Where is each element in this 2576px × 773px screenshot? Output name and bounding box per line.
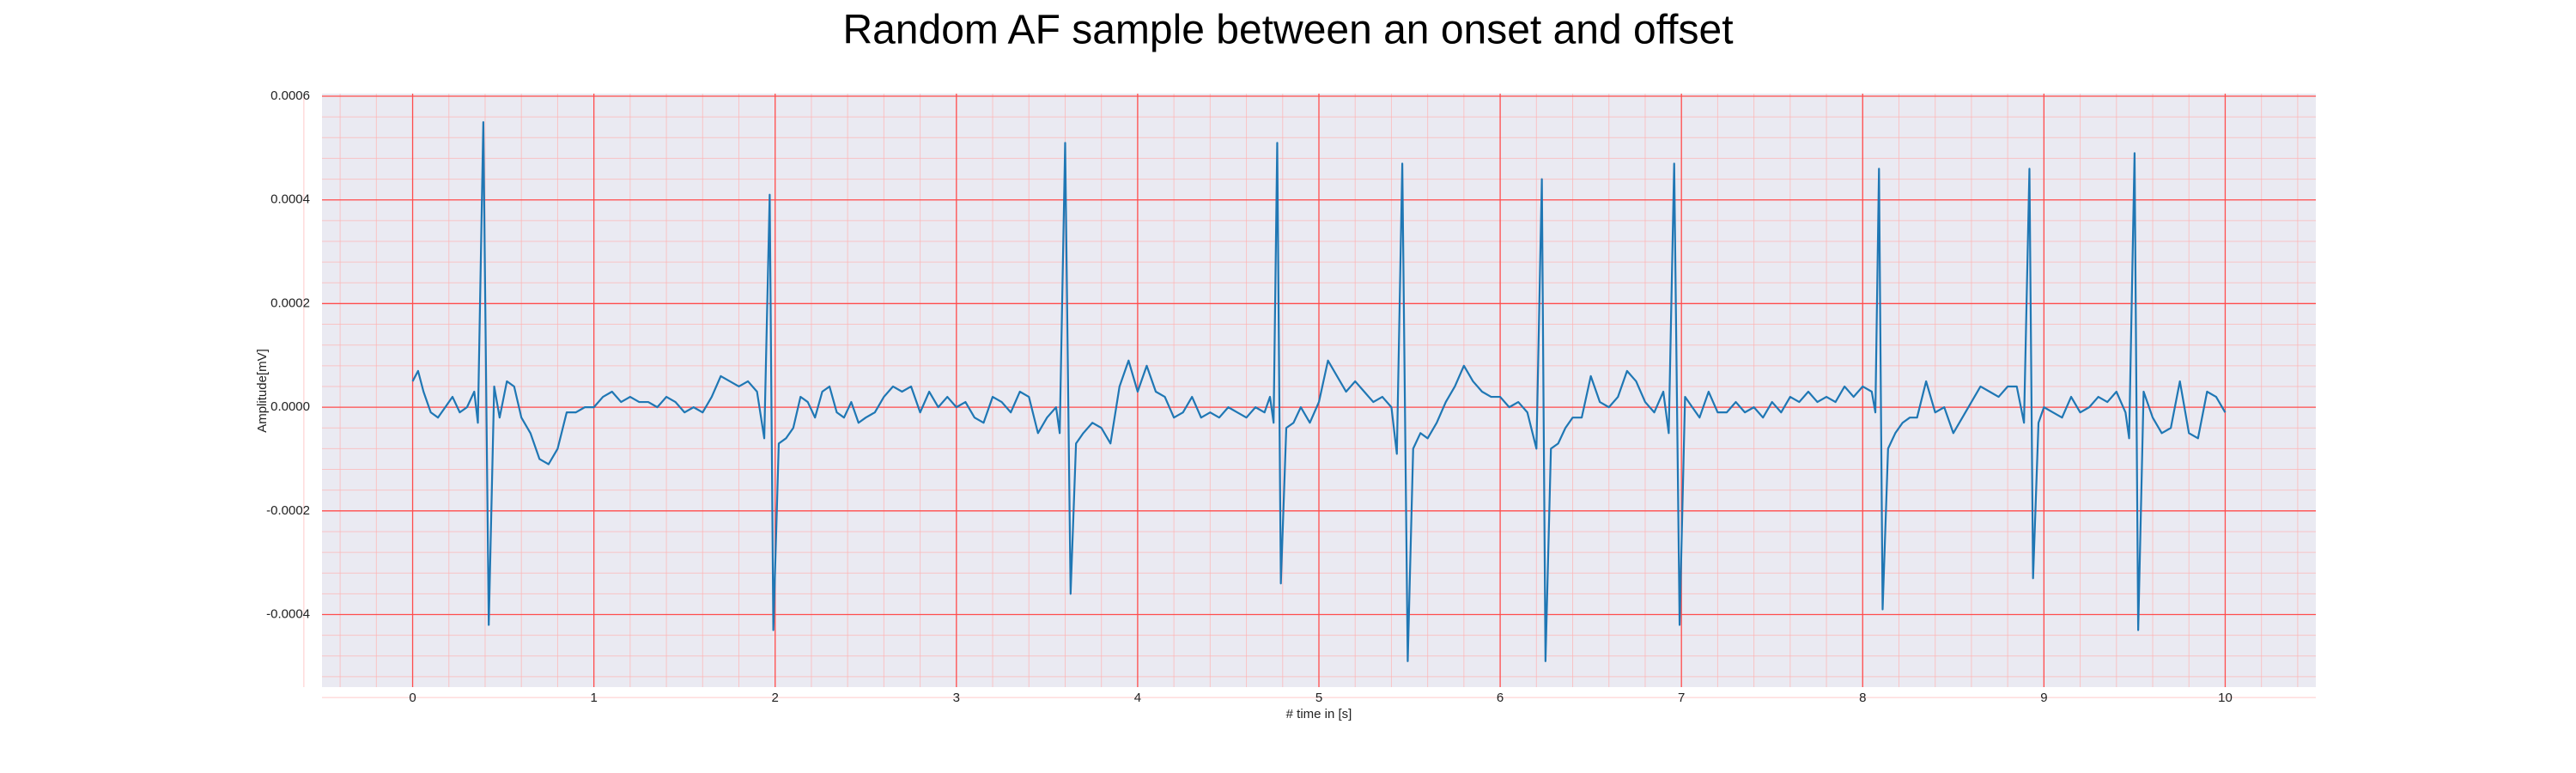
y-tick-label: 0.0004 <box>270 192 310 207</box>
x-tick-label: 9 <box>2040 691 2047 705</box>
x-tick-label: 6 <box>1497 691 1504 705</box>
data-line <box>411 121 2227 662</box>
x-tick-label: 3 <box>953 691 960 705</box>
x-tick-label: 4 <box>1134 691 1141 705</box>
y-axis-label: Amplitude[mV] <box>255 349 270 433</box>
y-tick-label: 0.0002 <box>270 295 310 310</box>
y-tick-label: 0.0000 <box>270 399 310 414</box>
x-tick-label: 5 <box>1315 691 1322 705</box>
y-tick-label: -0.0004 <box>266 606 310 621</box>
x-tick-label: 7 <box>1678 691 1685 705</box>
x-tick-label: 2 <box>772 691 779 705</box>
x-tick-label: 8 <box>1859 691 1866 705</box>
x-axis-label: # time in [s] <box>1286 707 1352 721</box>
y-tick-label: -0.0002 <box>266 503 310 518</box>
chart-title: Random AF sample between an onset and of… <box>842 8 1733 53</box>
x-tick-label: 10 <box>2218 691 2233 705</box>
x-tick-label: 1 <box>590 691 597 705</box>
y-tick-label: 0.0006 <box>270 88 310 103</box>
x-tick-label: 0 <box>409 691 416 705</box>
